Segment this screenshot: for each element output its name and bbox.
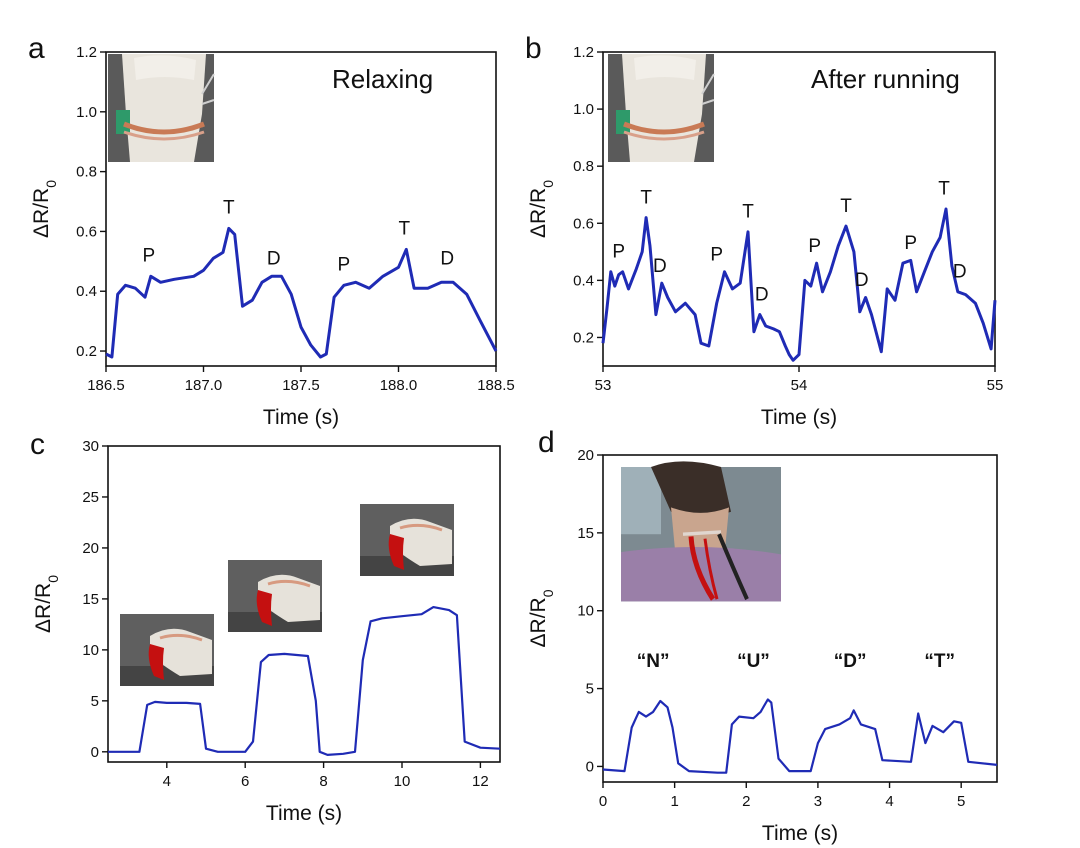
peak-annotation: D bbox=[267, 248, 281, 269]
x-tick-label: 12 bbox=[472, 773, 489, 790]
x-tick-label: 8 bbox=[319, 773, 327, 790]
y-tick-label: 0.2 bbox=[76, 343, 97, 360]
panel-letter: a bbox=[28, 32, 45, 65]
panel-d: d 0 5 10 15 20 0 1 2 3 4 5 Time (s) ΔR/R0 “N” “U” “D” “T” bbox=[527, 426, 998, 845]
x-tick-label: 188.5 bbox=[477, 377, 515, 394]
y-tick-label: 0.4 bbox=[573, 272, 594, 289]
peak-annotation: T bbox=[840, 196, 852, 217]
y-tick-label: 5 bbox=[91, 693, 99, 710]
x-tick-label: 4 bbox=[885, 793, 893, 810]
y-tick-label: 0.6 bbox=[573, 215, 594, 232]
peak-annotation: P bbox=[904, 233, 917, 254]
x-tick-label: 4 bbox=[163, 773, 171, 790]
peak-annotation: T bbox=[640, 187, 652, 208]
series-line bbox=[601, 207, 997, 362]
y-tick-label: 0 bbox=[91, 744, 99, 761]
y-tick-label: 10 bbox=[82, 642, 99, 659]
x-tick-label: 6 bbox=[241, 773, 249, 790]
chart-title: After running bbox=[811, 64, 960, 94]
inset-photo-wrist bbox=[108, 54, 214, 162]
y-tick-label: 5 bbox=[586, 681, 594, 698]
x-tick-label: 54 bbox=[791, 377, 808, 394]
y-tick-label: 0.4 bbox=[76, 283, 97, 300]
x-tick-label: 3 bbox=[814, 793, 822, 810]
peak-annotation: P bbox=[808, 236, 821, 257]
peak-annotation: D bbox=[755, 284, 769, 305]
chart-title: Relaxing bbox=[332, 64, 433, 94]
panel-letter: c bbox=[30, 428, 45, 461]
x-tick-label: 188.0 bbox=[380, 377, 418, 394]
panel-c: c 0 5 10 15 20 25 30 4 6 8 10 12 Time (s) ΔR/R0 bbox=[30, 428, 501, 825]
y-tick-label: 1.2 bbox=[573, 44, 594, 61]
peak-annotation: P bbox=[143, 245, 156, 266]
y-tick-label: 0 bbox=[586, 758, 594, 775]
y-tick-label: 0.8 bbox=[76, 164, 97, 181]
peak-annotation: D bbox=[440, 248, 454, 269]
series-line bbox=[105, 226, 498, 359]
word-label: “U” bbox=[737, 651, 770, 672]
series-line bbox=[108, 606, 501, 756]
x-axis-label: Time (s) bbox=[761, 406, 837, 429]
x-axis-label: Time (s) bbox=[263, 406, 339, 429]
y-tick-label: 0.6 bbox=[76, 223, 97, 240]
y-axis-label: ΔR/R0 bbox=[527, 589, 556, 647]
word-label: “T” bbox=[924, 651, 955, 672]
panel-a: a 0.2 0.4 0.6 0.8 1.0 1.2 186.5 187.0 187.5 188.0 1… bbox=[28, 32, 515, 429]
y-tick-label: 0.2 bbox=[573, 329, 594, 346]
x-tick-label: 186.5 bbox=[87, 377, 125, 394]
word-label: “N” bbox=[637, 651, 670, 672]
x-axis-label: Time (s) bbox=[266, 802, 342, 825]
word-label: “D” bbox=[834, 651, 867, 672]
peak-annotation: P bbox=[710, 244, 723, 265]
inset-photo-throat bbox=[621, 461, 781, 601]
peak-annotation: D bbox=[653, 256, 667, 277]
y-tick-label: 15 bbox=[82, 591, 99, 608]
y-tick-label: 1.2 bbox=[76, 44, 97, 61]
y-tick-label: 1.0 bbox=[76, 104, 97, 121]
y-tick-label: 20 bbox=[577, 447, 594, 464]
panel-letter: b bbox=[525, 32, 542, 65]
x-tick-label: 2 bbox=[742, 793, 750, 810]
x-tick-label: 55 bbox=[987, 377, 1004, 394]
y-tick-label: 0.8 bbox=[573, 158, 594, 175]
peak-annotation: P bbox=[338, 254, 351, 275]
x-tick-label: 187.5 bbox=[282, 377, 320, 394]
y-tick-label: 1.0 bbox=[573, 101, 594, 118]
x-tick-label: 53 bbox=[595, 377, 612, 394]
y-axis-label: ΔR/R0 bbox=[30, 180, 59, 238]
peak-annotation: P bbox=[612, 242, 625, 263]
x-tick-label: 187.0 bbox=[185, 377, 223, 394]
inset-photo-finger-bend-large bbox=[358, 502, 456, 578]
plot-frame bbox=[602, 454, 998, 783]
x-tick-label: 1 bbox=[670, 793, 678, 810]
y-axis-label: ΔR/R0 bbox=[527, 180, 556, 238]
x-tick-label: 10 bbox=[394, 773, 411, 790]
x-axis-label: Time (s) bbox=[762, 822, 838, 845]
peak-annotation: T bbox=[223, 197, 235, 218]
panel-b: b 0.2 0.4 0.6 0.8 1.0 1.2 53 54 55 Time (s) ΔR/R0 Af… bbox=[525, 32, 1003, 429]
inset-photo-finger-bend-medium bbox=[226, 558, 324, 634]
peak-annotation: D bbox=[953, 262, 967, 283]
inset-photo-finger-bend-small bbox=[118, 612, 216, 688]
peak-annotation: T bbox=[938, 179, 950, 200]
peak-annotation: D bbox=[855, 270, 869, 291]
y-axis-label: ΔR/R0 bbox=[32, 575, 61, 633]
x-tick-label: 5 bbox=[957, 793, 965, 810]
peak-annotation: T bbox=[742, 202, 754, 223]
peak-annotation: T bbox=[399, 218, 411, 239]
x-tick-label: 0 bbox=[599, 793, 607, 810]
y-tick-label: 25 bbox=[82, 489, 99, 506]
y-tick-label: 30 bbox=[82, 438, 99, 455]
y-tick-label: 15 bbox=[577, 525, 594, 542]
inset-photo-wrist bbox=[608, 54, 714, 162]
panel-letter: d bbox=[538, 426, 555, 459]
series-line bbox=[602, 698, 998, 774]
plot-frame bbox=[107, 445, 501, 763]
y-tick-label: 10 bbox=[577, 603, 594, 620]
y-tick-label: 20 bbox=[82, 540, 99, 557]
